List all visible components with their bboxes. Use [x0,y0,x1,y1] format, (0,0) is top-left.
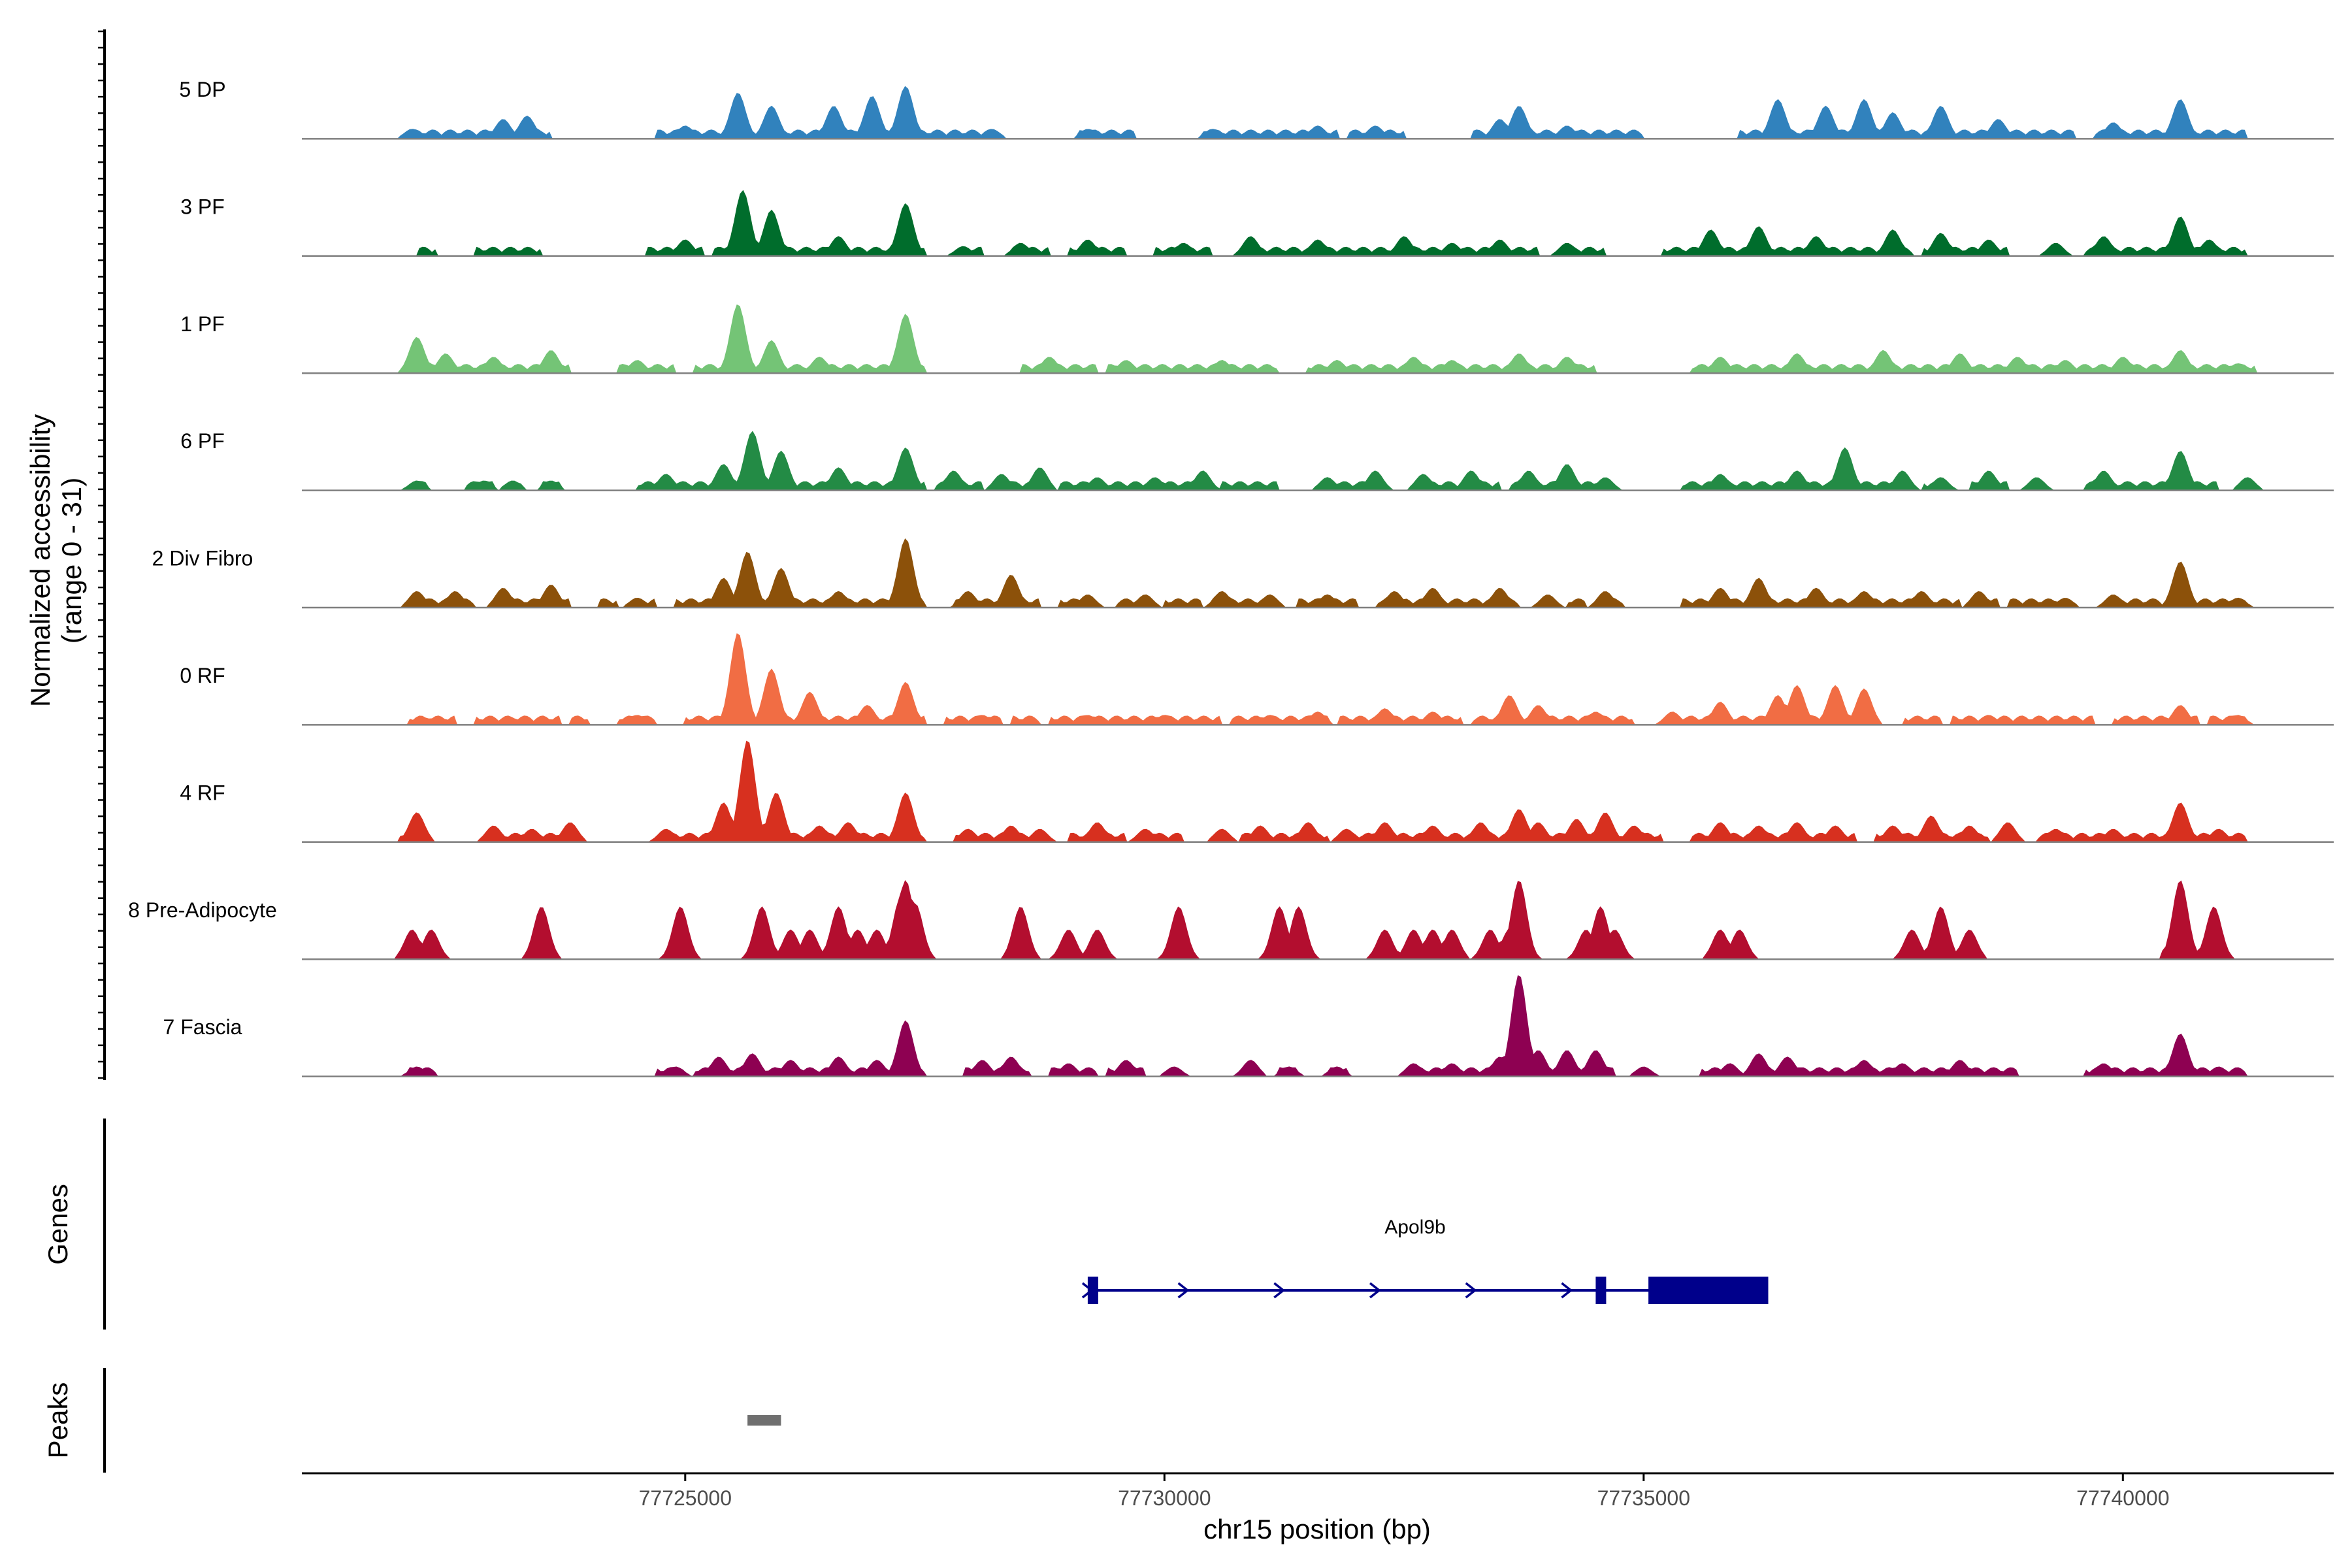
track-label-1-pf: 1 PF [180,312,225,336]
track-2-div-fibro: 2 Div Fibro [152,538,2334,609]
strand-arrow [1369,1282,1381,1299]
track-label-3-pf: 3 PF [180,195,225,218]
strand-arrow [1561,1282,1573,1299]
track-label-2-div-fibro: 2 Div Fibro [152,547,253,570]
track-3-pf: 3 PF [180,189,2334,257]
genes-panel-label: Genes [42,1184,73,1265]
track-label-5-dp: 5 DP [179,78,225,101]
track-6-pf: 6 PF [180,429,2334,491]
gene-exon [1595,1277,1607,1304]
coverage-area-1-pf [302,304,2334,374]
x-tick-label: 77740000 [2076,1486,2169,1510]
x-axis-label: chr15 position (bp) [1203,1514,1431,1544]
track-label-7-fascia: 7 Fascia [163,1015,242,1039]
track-8-pre-adipocyte: 8 Pre-Adipocyte [128,880,2334,960]
peak-region [747,1415,781,1426]
y-axis-label-range: (range 0 - 31) [56,478,87,644]
gene-exon [1087,1277,1098,1304]
peaks-panel-label: Peaks [42,1382,73,1459]
x-tick-label: 77730000 [1118,1486,1211,1510]
track-5-dp: 5 DP [179,78,2334,140]
strand-arrow [1465,1282,1477,1299]
coverage-area-0-rf [302,633,2334,725]
track-7-fascia: 7 Fascia [163,975,2334,1077]
coverage-area-5-dp [302,86,2334,139]
track-label-4-rf: 4 RF [180,781,225,804]
track-label-0-rf: 0 RF [180,664,225,687]
coverage-area-3-pf [302,189,2334,256]
x-axis-ticks: 77725000 77730000 77735000 77740000 [639,1473,2169,1510]
track-label-8-pre-adipocyte: 8 Pre-Adipocyte [128,898,277,922]
coverage-area-8-pre-adipocyte [302,880,2334,960]
tracks-layer: 5 DP 3 PF 1 PF 6 PF 2 Div Fibro 0 RF 4 RF 8 Pre… [128,78,2334,1077]
strand-arrow [1177,1282,1190,1299]
y-axis-ticks [98,30,105,1079]
track-0-rf: 0 RF [180,633,2334,726]
coverage-area-2-div-fibro [302,538,2334,608]
track-4-rf: 4 RF [180,740,2334,843]
y-axis-label: Normalized accessibility [25,414,56,707]
x-tick-label: 77725000 [639,1486,732,1510]
track-1-pf: 1 PF [180,304,2334,374]
gene-name-label: Apol9b [1384,1217,1445,1238]
gene-exon [1648,1277,1769,1304]
track-label-6-pf: 6 PF [180,429,225,453]
coverage-area-7-fascia [302,975,2334,1077]
x-tick-label: 77735000 [1597,1486,1690,1510]
strand-arrow [1273,1282,1286,1299]
coverage-area-6-pf [302,431,2334,491]
coverage-area-4-rf [302,740,2334,842]
peak-regions [747,1415,781,1426]
gene-model [1081,1277,1769,1304]
